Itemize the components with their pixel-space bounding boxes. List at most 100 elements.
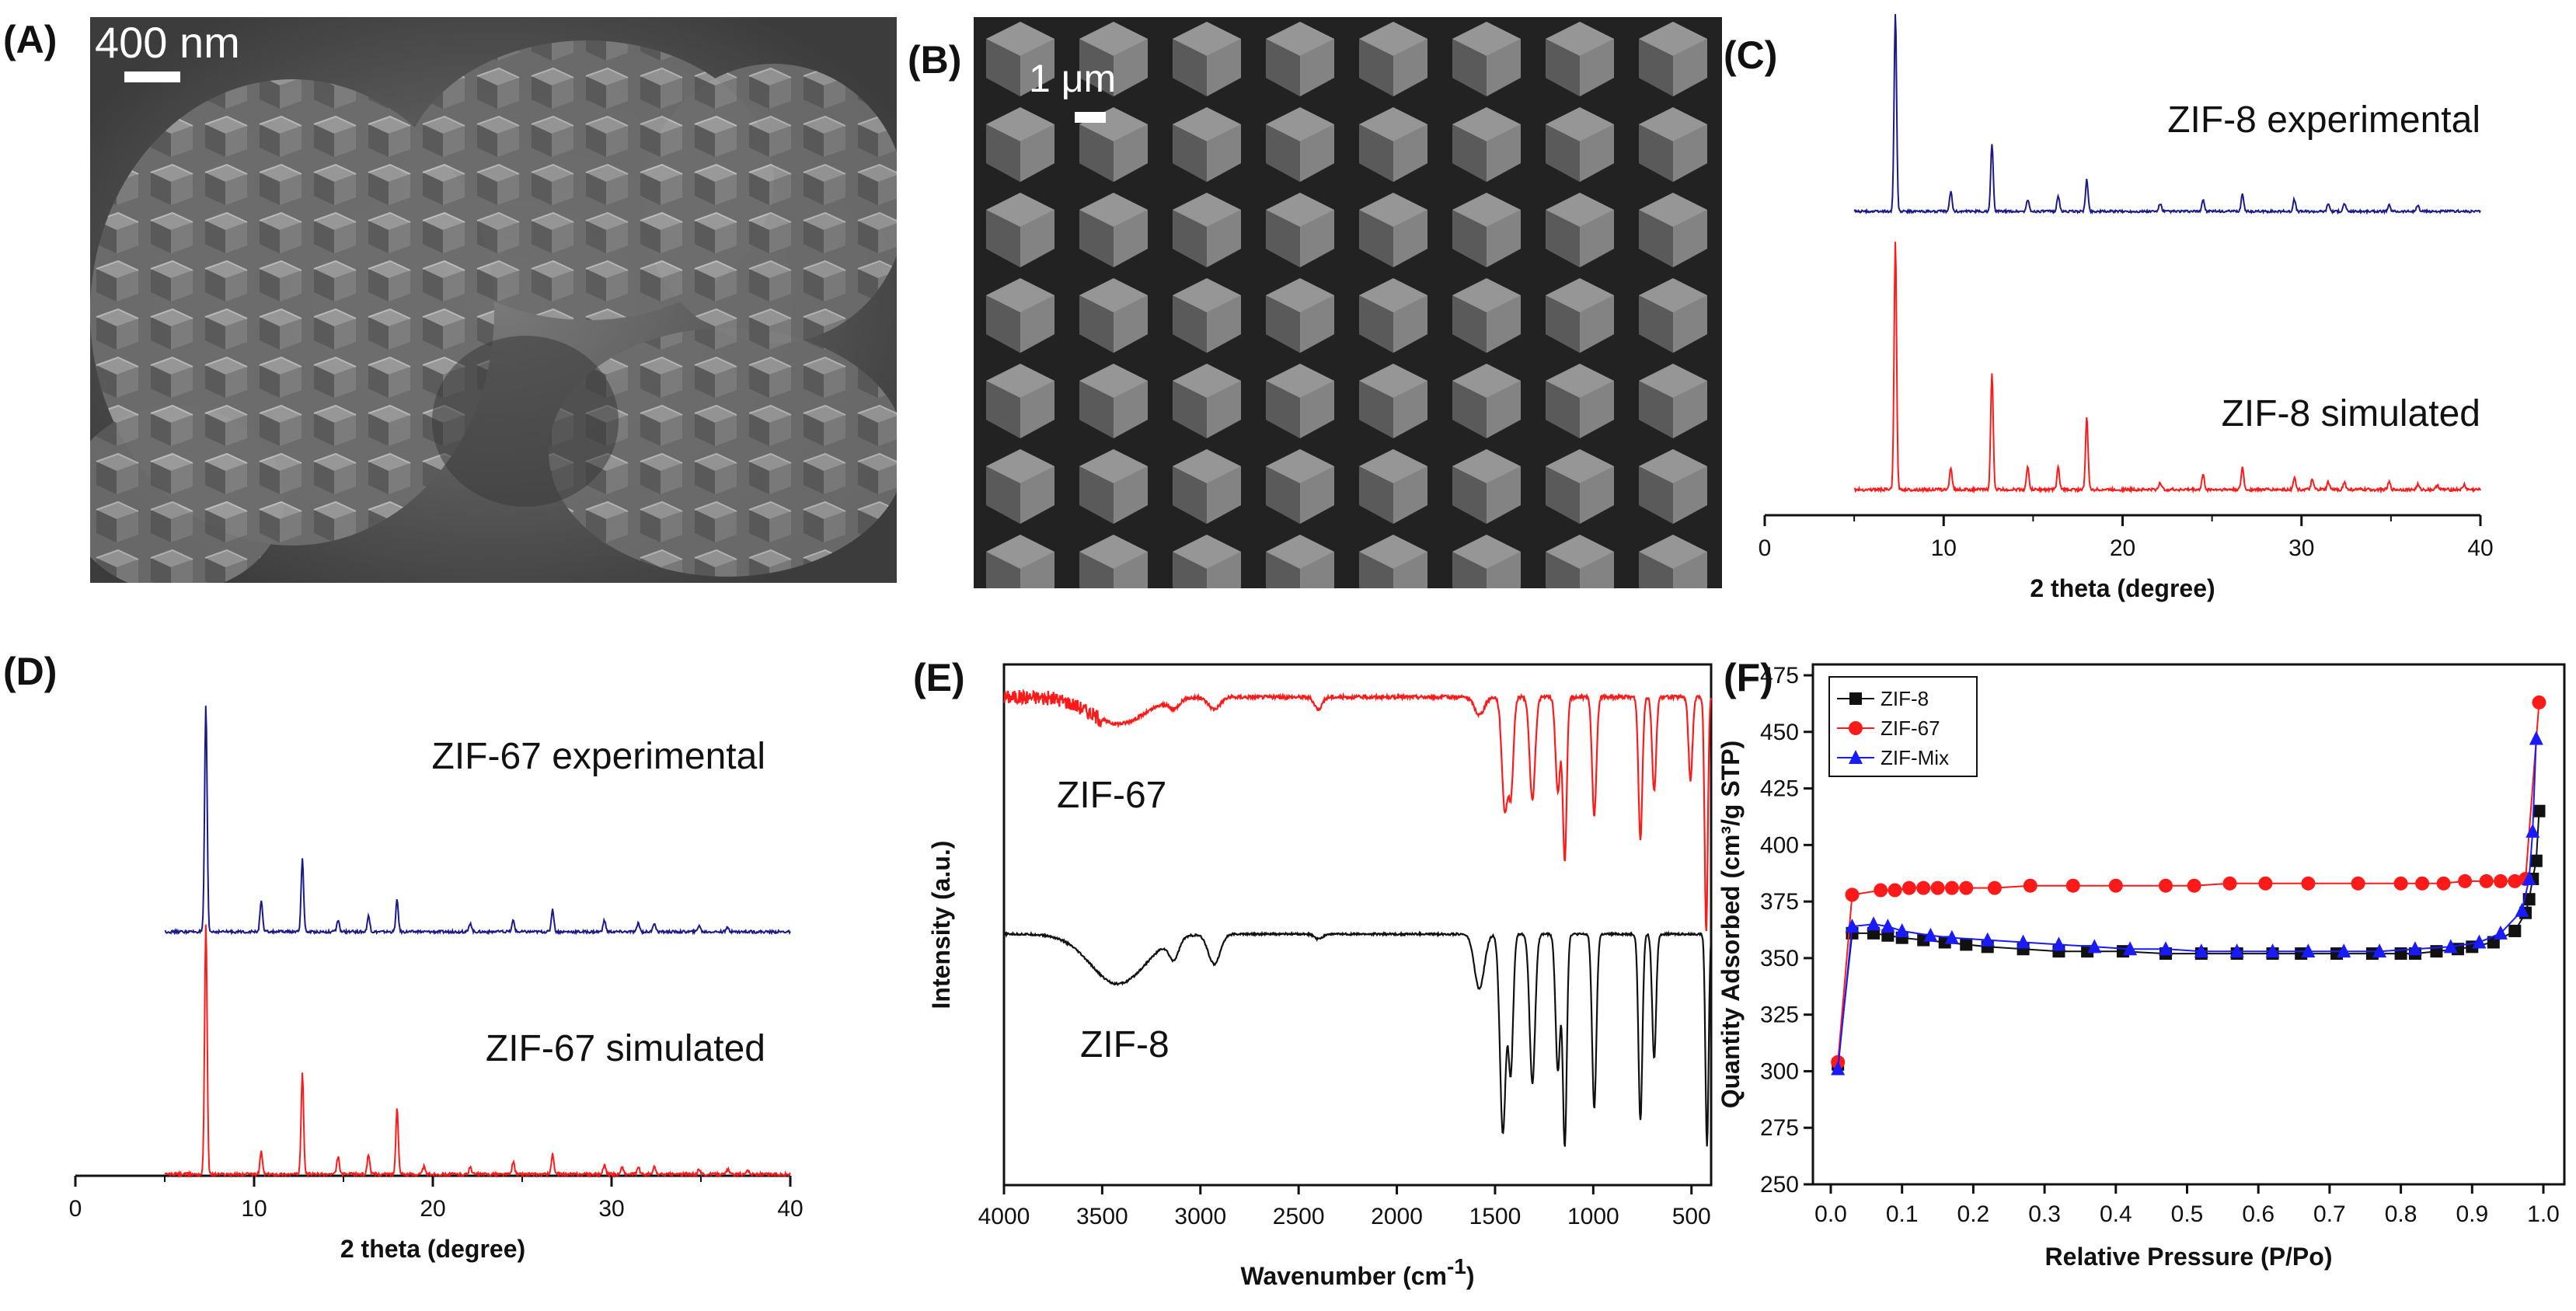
series-label: ZIF-67 experimental [432, 736, 766, 777]
isotherm-line [1837, 738, 2537, 1069]
isotherm-point [2258, 876, 2273, 891]
isotherm-point [2529, 854, 2543, 867]
y-tick-label: 425 [1760, 776, 1799, 802]
x-axis-label: 2 theta (degree) [340, 1235, 525, 1263]
scale-label-a: 400 nm [95, 18, 240, 67]
legend-label: ZIF-8 [1881, 687, 1929, 710]
x-tick-label: 0.4 [2100, 1201, 2132, 1227]
legend-label: ZIF-67 [1881, 717, 1940, 740]
panel-label-d: (D) [3, 650, 58, 693]
x-tick-label: 4000 [978, 1204, 1030, 1229]
isotherm-point [2108, 878, 2123, 893]
isotherm-point [2337, 943, 2351, 958]
x-tick-label: 10 [1931, 535, 1957, 561]
isotherm-point [2187, 878, 2201, 893]
x-axis-label: 2 theta (degree) [2030, 574, 2215, 602]
x-tick-label: 0 [1759, 535, 1772, 561]
isotherm-point [2158, 878, 2173, 893]
panel-label-b: (B) [908, 38, 962, 82]
isotherm-point [2508, 873, 2522, 888]
ftir-series-line [1002, 689, 1713, 932]
legend-marker [1849, 692, 1862, 705]
x-tick-label: 1500 [1469, 1204, 1522, 1229]
chart-e: 4000 3500 3000 2500 2000 1500 1000 500 Wavenumbe… [927, 663, 1713, 1290]
isotherm-point [1923, 927, 1938, 942]
xrd-series-line [1853, 242, 2481, 494]
x-tick-label: 2500 [1273, 1204, 1325, 1229]
isotherm-point [2051, 936, 2066, 951]
x-tick-label: 0.2 [1957, 1201, 1990, 1227]
x-tick-label: 20 [420, 1196, 445, 1222]
isotherm-point [1959, 880, 1974, 895]
legend-label: ZIF-Mix [1881, 746, 1949, 769]
x-axis-label: Wavenumber (cm-1) [1240, 1254, 1474, 1290]
chart-c: 0 10 20 30 40 2 theta (degree) ZIF-8 experimen… [1759, 14, 2494, 602]
sem-image-a: 400 nm [90, 17, 897, 583]
isotherm-point [2016, 934, 2030, 949]
isotherm-point [2087, 939, 2102, 954]
scale-bar-b [1075, 112, 1106, 123]
x-tick-label: 0.7 [2313, 1201, 2346, 1227]
isotherm-point [2229, 943, 2244, 958]
isotherm-point [2222, 876, 2237, 891]
isotherm-point [2123, 941, 2138, 956]
isotherm-point [2472, 934, 2487, 949]
x-tick-label: 0.3 [2028, 1201, 2061, 1227]
series-label: ZIF-8 [1080, 1024, 1169, 1065]
x-tick-label: 30 [598, 1196, 624, 1222]
x-tick-label: 0 [69, 1196, 82, 1222]
series-label: ZIF-8 experimental [2167, 99, 2480, 141]
y-tick-label: 300 [1760, 1058, 1799, 1084]
isotherm-point [2532, 804, 2546, 818]
chart-d: 0 10 20 30 40 2 theta (degree) ZIF-67 experime… [69, 706, 803, 1263]
y-tick-label: 275 [1760, 1115, 1799, 1141]
isotherm-point [2372, 943, 2387, 958]
x-tick-label: 40 [2467, 535, 2493, 561]
x-axis-label-close: ) [1466, 1262, 1475, 1290]
sem-texture-b [974, 17, 1722, 588]
isotherm-point [2351, 876, 2365, 891]
isotherm-point [2515, 902, 2529, 917]
isotherm-point [1881, 919, 1895, 933]
isotherm-point [1901, 880, 1916, 895]
legend-marker [1849, 721, 1863, 735]
y-axis-label: Quantity Adsorbed (cm³/g STP) [1717, 741, 1745, 1109]
isotherm-point [1845, 887, 1860, 902]
isotherm-point [1930, 880, 1945, 895]
plot-frame [1002, 663, 1713, 1187]
isotherm-point [2443, 939, 2458, 954]
isotherm-point [2525, 823, 2540, 838]
x-tick-label: 0.1 [1886, 1201, 1919, 1227]
sem-texture-a [90, 17, 897, 583]
y-tick-label: 375 [1760, 889, 1799, 915]
x-tick-label: 20 [2110, 535, 2135, 561]
panel-label-a: (A) [3, 18, 58, 61]
ftir-series-line [1003, 930, 1713, 1147]
isotherm-point [2065, 878, 2080, 893]
xrd-series-line [1853, 14, 2481, 215]
series-label: ZIF-67 [1057, 775, 1166, 816]
x-tick-label: 500 [1672, 1204, 1711, 1229]
x-tick-label: 0.5 [2171, 1201, 2204, 1227]
isotherm-point [2532, 695, 2546, 710]
x-axis-label: Relative Pressure (P/Po) [2045, 1243, 2333, 1271]
xrd-series-line [164, 924, 791, 1179]
isotherm-line [1837, 702, 2540, 1062]
y-tick-label: 450 [1760, 720, 1799, 745]
x-tick-label: 1.0 [2527, 1201, 2560, 1227]
isotherm-point [2393, 876, 2408, 891]
y-tick-label: 350 [1760, 946, 1799, 971]
chart-f: 0.0 0.1 0.2 0.3 0.4 0.5 0.6 0.7 0.8 0.9 1.0 250 275 3… [1717, 663, 2566, 1271]
isotherm-point [2023, 878, 2037, 893]
isotherm-point [2522, 871, 2536, 885]
x-axis-label-main: Wavenumber (cm [1240, 1262, 1447, 1290]
isotherm-point [1895, 922, 1909, 937]
x-tick-label: 3500 [1076, 1204, 1128, 1229]
plot-frame [1811, 663, 2566, 1186]
isotherm-point [2415, 876, 2430, 891]
isotherm-point [1944, 929, 1959, 944]
y-tick-label: 325 [1760, 1002, 1799, 1028]
isotherm-point [2194, 943, 2208, 958]
isotherm-point [2436, 876, 2451, 891]
isotherm-point [1888, 883, 1902, 898]
